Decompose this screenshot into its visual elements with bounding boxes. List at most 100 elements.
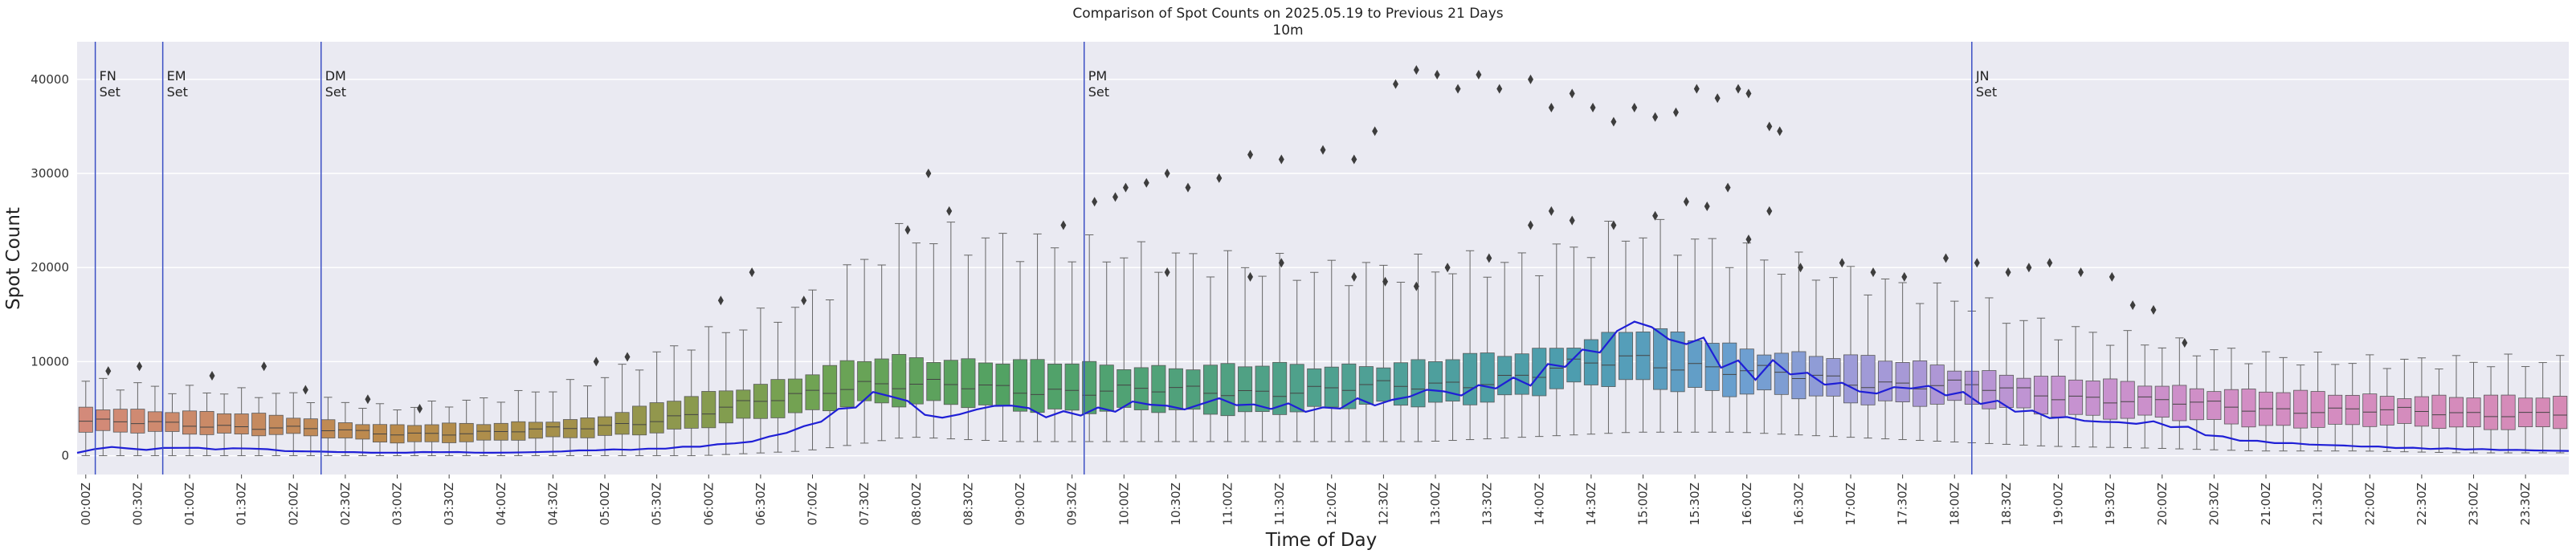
- box-body: [1307, 368, 1322, 407]
- outlier-point: [105, 366, 112, 377]
- outlier-point: [1455, 83, 1461, 94]
- box-bin: [372, 403, 387, 457]
- x-tick-label: 13:30Z: [1480, 483, 1495, 526]
- event-label: PM: [1088, 68, 1107, 83]
- box-bin: [1358, 262, 1374, 442]
- box-body: [1688, 340, 1703, 388]
- outlier-point: [624, 352, 631, 362]
- box-bin: [2362, 354, 2378, 452]
- box-body: [667, 401, 682, 430]
- x-tick-label: 12:30Z: [1376, 483, 1390, 526]
- x-tick-label: 11:30Z: [1272, 483, 1287, 526]
- box-body: [2189, 388, 2204, 421]
- box-bin: [908, 242, 924, 438]
- box-body: [1255, 365, 1270, 413]
- chart-subtitle: 10m: [1272, 22, 1304, 39]
- box-bin: [2448, 355, 2464, 454]
- x-tick-label: 07:00Z: [806, 483, 820, 526]
- box-body: [2016, 377, 2031, 409]
- box-bin: [1843, 266, 1859, 438]
- box-bin: [667, 345, 682, 457]
- box-bin: [580, 385, 595, 457]
- x-tick-label: 22:00Z: [2362, 483, 2377, 526]
- box-bin: [1913, 303, 1928, 442]
- box-bin: [2328, 364, 2343, 452]
- outlier-point: [1735, 83, 1741, 94]
- box-bin: [1307, 271, 1322, 442]
- box-body: [234, 413, 249, 434]
- box-body: [1929, 365, 1945, 405]
- outlier-point: [1444, 263, 1451, 273]
- box-body: [1238, 366, 1253, 413]
- event-label: JN: [1975, 68, 1990, 83]
- box-bin: [337, 401, 353, 457]
- x-tick-label: 01:30Z: [235, 483, 249, 526]
- outlier-point: [1185, 182, 1191, 193]
- outlier-point: [1164, 267, 1170, 278]
- outlier-point: [2026, 263, 2032, 273]
- outlier-point: [1528, 74, 1533, 84]
- outlier-point: [261, 361, 267, 372]
- box-bin: [614, 364, 630, 457]
- box-bin: [2484, 366, 2499, 454]
- box-bin: [2345, 363, 2360, 452]
- box-body: [2484, 394, 2499, 430]
- x-tick-label: 22:30Z: [2415, 483, 2429, 526]
- y-tick-label: 40000: [31, 72, 69, 87]
- box-body: [1480, 352, 1495, 403]
- box-bin: [545, 391, 561, 457]
- x-tick-label: 00:00Z: [79, 483, 93, 526]
- box-bin: [2276, 356, 2291, 452]
- box-body: [1428, 361, 1443, 403]
- box-body: [2379, 396, 2394, 426]
- box-bin: [1704, 238, 1720, 433]
- box-body: [1739, 348, 1754, 395]
- box-bin: [1757, 259, 1772, 434]
- box-bin: [805, 289, 820, 450]
- x-tick-label: 13:00Z: [1428, 483, 1443, 526]
- box-bin: [684, 349, 699, 457]
- box-bin: [1739, 242, 1754, 434]
- box-body: [1410, 359, 1426, 408]
- x-tick-label: 19:30Z: [2103, 483, 2117, 526]
- outlier-point: [1434, 70, 1440, 80]
- box-bin: [2241, 363, 2256, 451]
- box-body: [874, 358, 889, 404]
- box-body: [511, 421, 526, 441]
- box-bin: [2223, 348, 2239, 451]
- box-bin: [1393, 282, 1408, 442]
- box-body: [1722, 342, 1737, 397]
- box-body: [1653, 328, 1668, 390]
- event-label-set: Set: [1976, 84, 1997, 100]
- box-bin: [823, 299, 838, 449]
- box-bin: [1808, 279, 1823, 437]
- outlier-point: [1164, 169, 1170, 179]
- x-tick-label: 23:30Z: [2518, 483, 2533, 526]
- x-tick-label: 11:00Z: [1221, 483, 1235, 526]
- box-body: [1826, 358, 1841, 397]
- box-body: [2500, 394, 2516, 430]
- outlier-point: [1372, 126, 1378, 136]
- box-body: [649, 402, 664, 434]
- box-bin: [562, 379, 578, 457]
- box-bin: [1549, 243, 1564, 437]
- box-bin: [2293, 365, 2309, 452]
- outlier-point: [1714, 93, 1721, 104]
- box-body: [926, 362, 941, 401]
- x-tick-label: 16:00Z: [1740, 483, 1754, 526]
- box-bin: [1670, 255, 1685, 433]
- x-tick-label: 17:30Z: [1896, 483, 1910, 526]
- box-body: [1099, 365, 1114, 412]
- outlier-point: [1901, 271, 1908, 282]
- box-body: [1843, 354, 1859, 404]
- box-body: [943, 360, 958, 405]
- box-bin: [2500, 353, 2516, 454]
- box-body: [1463, 352, 1478, 405]
- box-body: [908, 357, 924, 405]
- outlier-point: [1392, 79, 1398, 89]
- event-label: EM: [167, 68, 186, 83]
- box-bin: [1064, 261, 1080, 442]
- x-tick-label: 18:30Z: [1999, 483, 2014, 526]
